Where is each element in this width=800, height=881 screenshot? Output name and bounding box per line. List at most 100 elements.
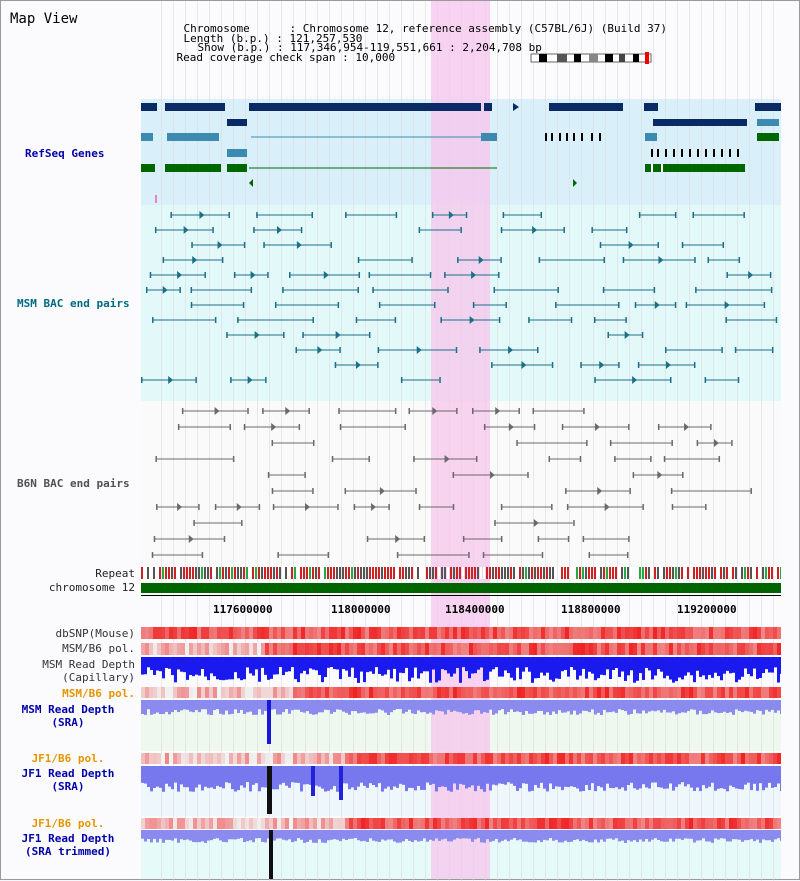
grid-line	[209, 1, 210, 881]
gene-row-1[interactable]	[141, 103, 781, 111]
depth-bar	[153, 657, 156, 675]
heat-cell	[477, 687, 481, 698]
heat-cell	[641, 643, 645, 655]
repeat-mark	[447, 567, 449, 579]
heat-cell	[421, 687, 425, 698]
bac-pair	[707, 257, 741, 263]
heat-cell	[713, 643, 717, 655]
heat-cell	[493, 627, 497, 639]
heat-cell	[613, 643, 617, 655]
heat-cell	[337, 643, 341, 655]
heat-cell	[277, 753, 281, 764]
heat-cell	[425, 643, 429, 655]
bac-pair	[614, 456, 652, 462]
jf1-depth-sra-plot[interactable]	[141, 766, 781, 816]
repeat-mark	[186, 567, 188, 579]
gene-row-2[interactable]	[227, 119, 247, 126]
gene-row-3[interactable]	[141, 133, 779, 141]
heat-cell	[605, 753, 609, 764]
heat-cell	[397, 627, 401, 639]
msm-bac-track[interactable]	[141, 205, 781, 401]
chromosome-bar[interactable]	[141, 583, 781, 593]
heat-cell	[509, 753, 513, 764]
depth-bar	[633, 700, 636, 710]
jf1-pol-strip-2[interactable]	[141, 818, 781, 829]
msm-pol-strip-2[interactable]	[141, 687, 781, 698]
heat-cell	[541, 818, 545, 829]
b6n-bac-track[interactable]	[141, 401, 781, 566]
heat-cell	[181, 753, 185, 764]
bac-pair	[331, 456, 370, 462]
refseq-genes-track[interactable]	[141, 99, 781, 205]
depth-bar	[210, 700, 213, 715]
heat-cell	[305, 687, 309, 698]
depth-bar	[228, 830, 231, 840]
jf1-depth-trim-plot[interactable]	[141, 830, 781, 879]
heat-cell	[661, 753, 665, 764]
heat-cell	[761, 753, 765, 764]
heat-cell	[325, 643, 329, 655]
heat-cell	[641, 687, 645, 698]
heat-cell	[513, 687, 517, 698]
depth-bar	[762, 657, 765, 674]
heat-cell	[217, 643, 221, 655]
depth-bar	[732, 657, 735, 673]
jf1-pol-strip-1[interactable]	[141, 753, 781, 764]
depth-bar	[474, 766, 477, 792]
depth-bar	[225, 830, 228, 843]
heat-cell	[677, 627, 681, 639]
bac-pair	[152, 317, 217, 323]
depth-bar	[372, 766, 375, 785]
heat-cell	[417, 687, 421, 698]
heat-cell	[353, 687, 357, 698]
bac-pair	[685, 301, 766, 309]
heat-cell	[737, 627, 741, 639]
heat-cell	[441, 627, 445, 639]
depth-bar	[228, 700, 231, 715]
heat-cell	[685, 643, 689, 655]
depth-bar	[192, 766, 195, 792]
grid-line	[593, 1, 594, 881]
msm-depth-sra-plot[interactable]	[141, 700, 781, 748]
msm-depth-sra-line2: (SRA)	[51, 716, 85, 729]
depth-bar	[153, 830, 156, 839]
heat-cell	[481, 818, 485, 829]
heat-cell	[245, 687, 249, 698]
heat-cell	[729, 753, 733, 764]
bac-pair	[237, 317, 315, 323]
heat-cell	[453, 643, 457, 655]
repeat-mark	[480, 567, 482, 579]
depth-bar	[441, 657, 444, 670]
depth-bar	[267, 657, 270, 680]
bac-pair	[156, 503, 200, 511]
depth-bar	[516, 657, 519, 668]
repeat-mark	[744, 567, 746, 579]
depth-bar	[504, 657, 507, 671]
depth-spike	[339, 766, 343, 800]
track-label-refseq: RefSeq Genes	[25, 147, 105, 160]
repeat-mark	[612, 567, 614, 579]
repeat-mark	[750, 567, 752, 579]
heat-cell	[461, 643, 465, 655]
span-label: Read coverage check span	[176, 51, 336, 64]
heat-cell	[609, 687, 613, 698]
bac-pair	[256, 212, 314, 218]
dbsnp-strip[interactable]	[141, 627, 781, 639]
heat-cell	[329, 627, 333, 639]
track-label-repeat: Repeat	[95, 567, 135, 580]
repeat-track[interactable]	[141, 567, 781, 579]
heat-cell	[161, 818, 165, 829]
chromosome-ideogram[interactable]	[529, 52, 655, 64]
depth-bar	[531, 766, 534, 791]
depth-bar	[207, 766, 210, 789]
depth-bar	[258, 700, 261, 710]
depth-bar	[309, 657, 312, 669]
depth-bar	[384, 657, 387, 675]
depth-bar	[732, 766, 735, 788]
heat-cell	[481, 753, 485, 764]
gene-row-5[interactable]	[141, 164, 745, 172]
msm-depth-capillary-plot[interactable]	[141, 657, 781, 685]
depth-bar	[534, 700, 537, 714]
depth-bar	[411, 657, 414, 678]
msm-pol-strip-1[interactable]	[141, 643, 781, 655]
